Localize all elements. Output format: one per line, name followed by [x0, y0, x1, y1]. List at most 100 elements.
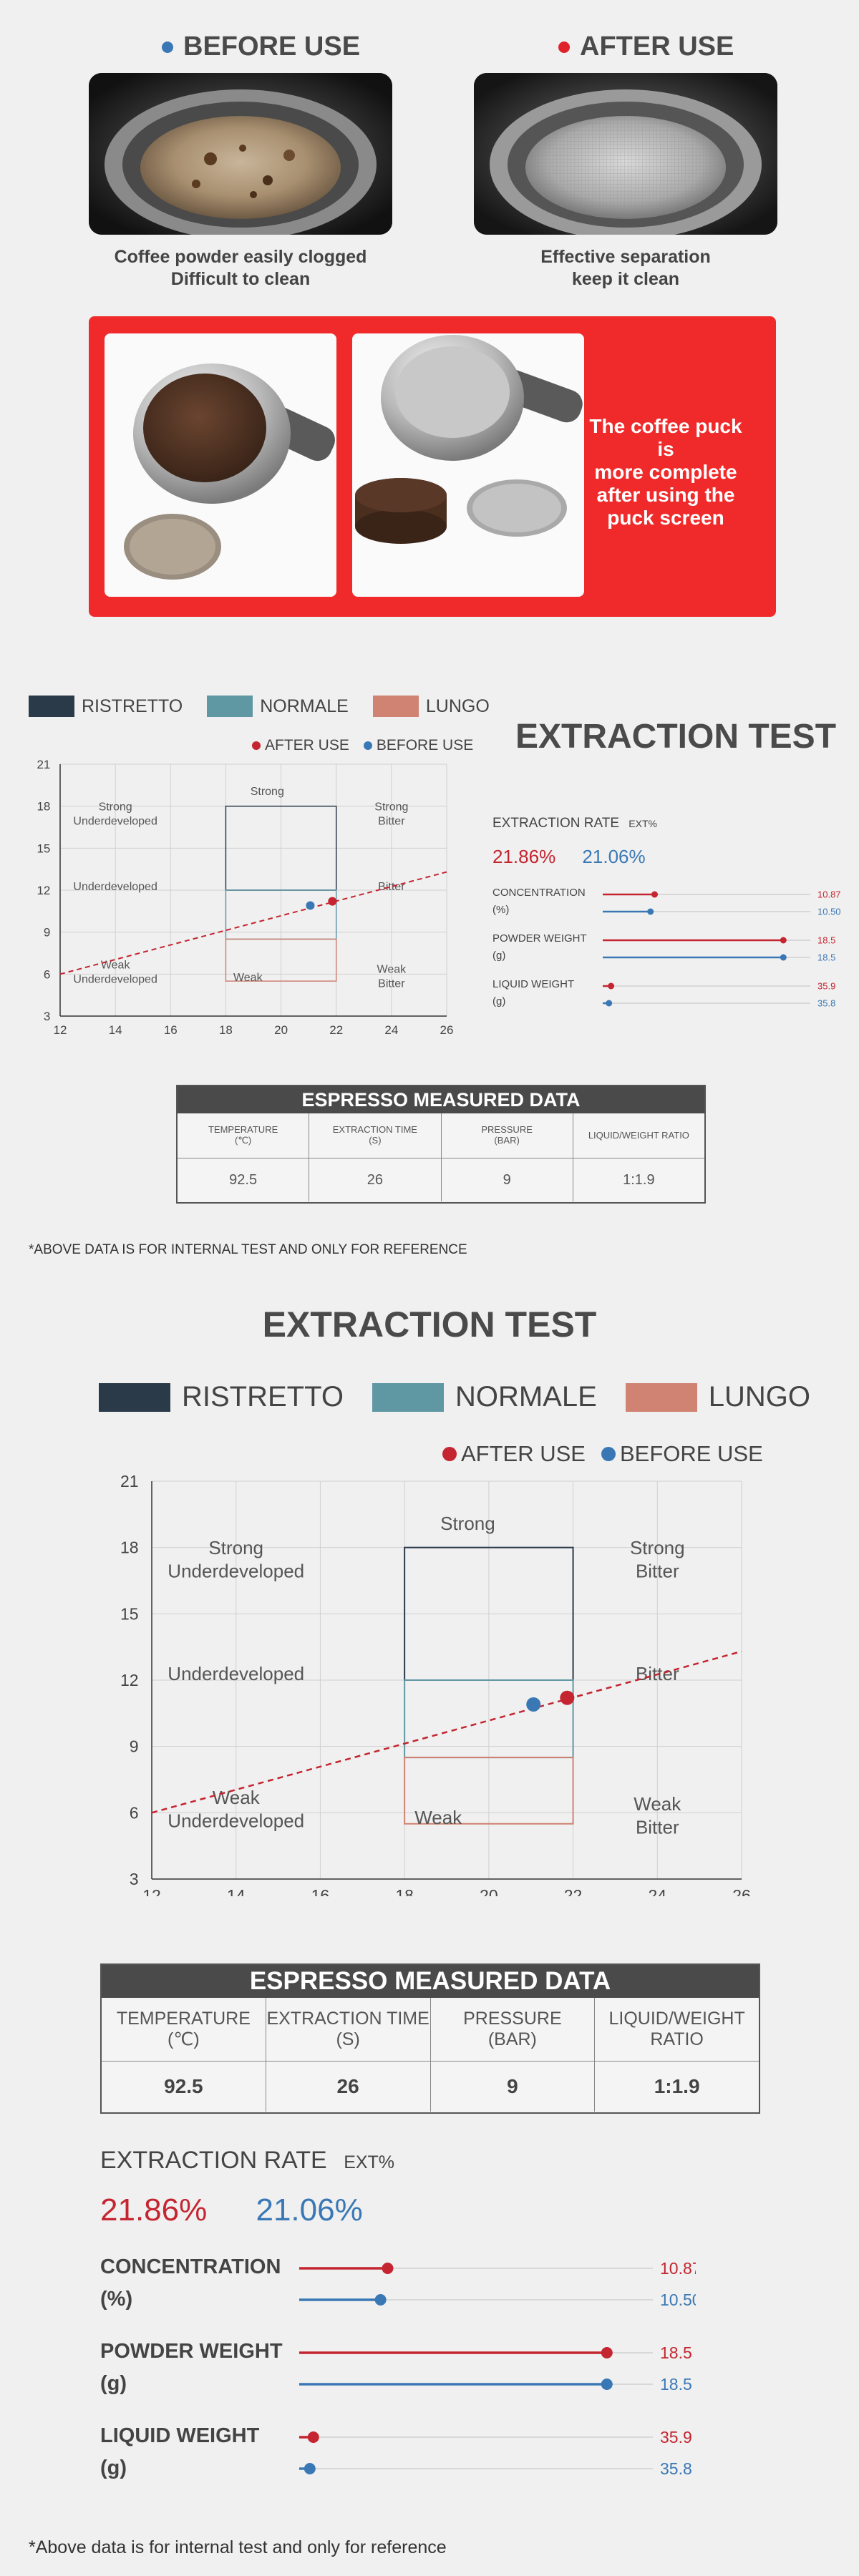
measured-table-large: ESPRESSO MEASURED DATA TEMPERATURE (℃) E…: [100, 1963, 760, 2114]
legend-after-use: AFTER USE: [265, 737, 349, 753]
red-dot-icon: [558, 41, 570, 53]
zone-label: Weak Bitter: [634, 1793, 681, 1838]
zone-label: Weak Bitter: [377, 963, 407, 990]
measured-table-small: ESPRESSO MEASURED DATA TEMPERATURE (℃) E…: [176, 1085, 706, 1204]
x-tick-label: 16: [311, 1886, 330, 1896]
metric-before-value: 35.8: [817, 998, 835, 1009]
metric-name: CONCENTRATION (%): [100, 2255, 281, 2311]
x-tick-label: 14: [109, 1023, 122, 1037]
y-tick-label: 3: [130, 1870, 139, 1888]
zone-label: Weak: [414, 1807, 462, 1828]
lungo-swatch-large: [625, 1382, 697, 1412]
extraction-rate-label-large: EXTRACTION RATE EXT%: [100, 2147, 394, 2175]
x-tick-label: 12: [54, 1023, 67, 1037]
before-use-photo: [89, 73, 392, 235]
blue-dot-icon: [162, 41, 173, 53]
x-tick-label: 26: [732, 1886, 751, 1896]
zone-label: Underdeveloped: [168, 1663, 304, 1684]
metric-bars: 18.5 18.5: [603, 935, 835, 963]
zone-label: Strong: [251, 786, 284, 798]
after-use-title: AFTER USE: [558, 31, 734, 62]
before-use-title: BEFORE USE: [162, 31, 360, 62]
before-use-point: [526, 1697, 541, 1712]
after-use-point: [328, 897, 337, 906]
zone-label: Weak Underdeveloped: [73, 960, 157, 986]
region-lungo: [404, 1757, 574, 1825]
zone-label: Strong Underdeveloped: [73, 801, 157, 828]
metric-before-dot: [601, 2379, 613, 2390]
value-ratio-large: 1:1.9: [654, 2074, 700, 2097]
zone-label: Underdeveloped: [73, 881, 157, 893]
ristretto-swatch-large: [99, 1382, 170, 1412]
legend-normale-large: NORMALE: [455, 1381, 597, 1413]
y-tick-label: 9: [44, 926, 50, 940]
header-ratio-large: LIQUID/WEIGHT RATIO: [608, 2009, 745, 2049]
metric-name: POWDER WEIGHT (g): [492, 932, 587, 962]
legend-large: RISTRETTO NORMALE LUNGO: [99, 1381, 810, 1413]
value-pressure-large: 9: [431, 2062, 596, 2112]
metric-after-dot: [651, 891, 658, 898]
metric-before-value: 10.50: [817, 907, 841, 917]
extraction-rate-text: EXTRACTION RATE: [492, 816, 619, 831]
legend-points-small: AFTER USE BEFORE USE: [252, 737, 473, 754]
y-tick-label: 21: [120, 1472, 139, 1491]
value-temperature: 92.5: [178, 1158, 310, 1201]
header-ratio: LIQUID/WEIGHT RATIO: [588, 1129, 689, 1141]
metric-after-dot: [780, 937, 787, 944]
x-tick-label: 18: [395, 1886, 414, 1896]
header-pressure: PRESSURE (BAR): [442, 1113, 573, 1158]
y-tick-label: 15: [120, 1604, 139, 1623]
y-tick-label: 12: [120, 1671, 139, 1689]
zone-label: Strong Bitter: [374, 801, 408, 828]
zone-label: Weak Underdeveloped: [168, 1787, 304, 1832]
after-use-point: [560, 1690, 575, 1705]
x-tick-label: 24: [384, 1023, 398, 1037]
legend-small: RISTRETTO NORMALE LUNGO: [29, 696, 490, 717]
x-tick-label: 22: [564, 1886, 583, 1896]
metric-after-dot: [608, 982, 615, 990]
extraction-rate-text-large: EXTRACTION RATE: [100, 2147, 327, 2174]
legend-ristretto-large: RISTRETTO: [182, 1381, 344, 1413]
metric-name: CONCENTRATION (%): [492, 887, 586, 916]
metric-after-dot: [601, 2347, 613, 2358]
x-tick-label: 18: [219, 1023, 233, 1037]
legend-ristretto: RISTRETTO: [82, 696, 183, 716]
x-tick-label: 24: [648, 1886, 666, 1896]
trend-line: [59, 871, 447, 975]
x-tick-label: 14: [227, 1886, 246, 1896]
metric-after-value: 35.9: [817, 981, 835, 992]
portafilter-photo-1: [105, 333, 336, 597]
header-extraction-time: EXTRACTION TIME (S): [309, 1113, 442, 1158]
measured-table-title: ESPRESSO MEASURED DATA: [178, 1086, 704, 1113]
before-use-point: [306, 901, 315, 910]
region-lungo: [225, 938, 337, 982]
measured-value-row: 92.5 26 9 1:1.9: [178, 1158, 704, 1201]
metric-bars: 10.87 10.50: [299, 2259, 696, 2309]
before-use-label: BEFORE USE: [183, 31, 361, 62]
legend-points-large: AFTER USE BEFORE USE: [442, 1441, 763, 1467]
reference-note-small: *ABOVE DATA IS FOR INTERNAL TEST AND ONL…: [29, 1242, 467, 1257]
zone-label: Strong Bitter: [630, 1537, 685, 1582]
measured-header-row-large: TEMPERATURE (℃) EXTRACTION TIME (S) PRES…: [102, 1998, 759, 2062]
x-tick-label: 16: [164, 1023, 178, 1037]
legend-before-use: BEFORE USE: [376, 737, 474, 753]
after-use-photo: [474, 73, 777, 235]
trend-line: [151, 1650, 742, 1814]
legend-lungo-large: LUNGO: [708, 1381, 810, 1413]
legend-after-use-large: AFTER USE: [461, 1441, 586, 1466]
header-temperature: TEMPERATURE (℃): [178, 1113, 310, 1158]
y-tick-label: 6: [130, 1803, 139, 1822]
y-tick-label: 15: [37, 841, 50, 855]
metric-before-value: 35.8: [660, 2459, 692, 2478]
extraction-rate-values-small: 21.86% 21.06%: [492, 846, 646, 868]
metric-before-dot: [647, 908, 654, 915]
metric-before-dot: [304, 2463, 316, 2474]
rate-before-value-large: 21.06%: [256, 2192, 363, 2228]
metric-before-value: 18.5: [660, 2375, 692, 2394]
x-tick-label: 12: [142, 1886, 161, 1896]
metric-after-value: 10.87: [660, 2259, 696, 2278]
after-use-caption: Effective separation keep it clean: [540, 247, 711, 289]
extraction-title-large: EXTRACTION TEST: [262, 1304, 597, 1345]
